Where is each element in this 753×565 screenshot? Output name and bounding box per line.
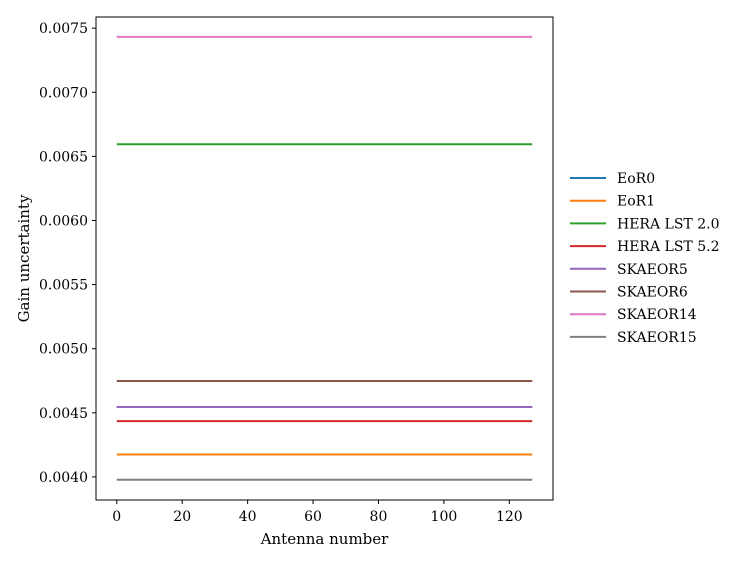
- legend-label-4: SKAEOR5: [617, 262, 688, 278]
- legend-label-7: SKAEOR15: [617, 330, 697, 346]
- x-tick-label: 60: [304, 509, 322, 525]
- y-tick-label: 0.0075: [39, 21, 88, 37]
- x-axis-title: Antenna number: [260, 530, 389, 548]
- x-tick-label: 120: [496, 509, 523, 525]
- plot-frame: [95, 16, 554, 501]
- legend: EoR0 EoR1 HERA LST 2.0 HERA LST 5.2 SKAEOR5 S…: [570, 171, 719, 346]
- y-tick-label: 0.0040: [39, 470, 88, 486]
- x-tick-label: 40: [239, 509, 257, 525]
- x-tick-label: 100: [431, 509, 458, 525]
- legend-label-1: EoR1: [617, 194, 655, 210]
- y-tick-label: 0.0055: [39, 278, 88, 294]
- y-tick-label: 0.0065: [39, 149, 88, 165]
- y-tick-label: 0.0060: [39, 213, 88, 229]
- legend-label-2: HERA LST 2.0: [617, 216, 719, 232]
- x-tick-label: 0: [112, 509, 121, 525]
- y-tick-label: 0.0070: [39, 85, 88, 101]
- y-axis: 0.0040 0.0045 0.0050 0.0055 0.0060 0.0065 0.00…: [39, 21, 96, 486]
- y-axis-title: Gain uncertainty: [15, 194, 33, 322]
- legend-label-5: SKAEOR6: [617, 285, 688, 301]
- legend-label-0: EoR0: [617, 171, 655, 187]
- y-tick-label: 0.0050: [39, 342, 88, 358]
- series-lines: [116, 35, 533, 481]
- x-tick-label: 80: [370, 509, 388, 525]
- x-tick-label: 20: [173, 509, 191, 525]
- legend-label-6: SKAEOR14: [617, 307, 697, 323]
- x-axis: 0 20 40 60 80 100 120: [112, 500, 523, 525]
- y-tick-label: 0.0045: [39, 406, 88, 422]
- legend-label-3: HERA LST 5.2: [617, 239, 719, 255]
